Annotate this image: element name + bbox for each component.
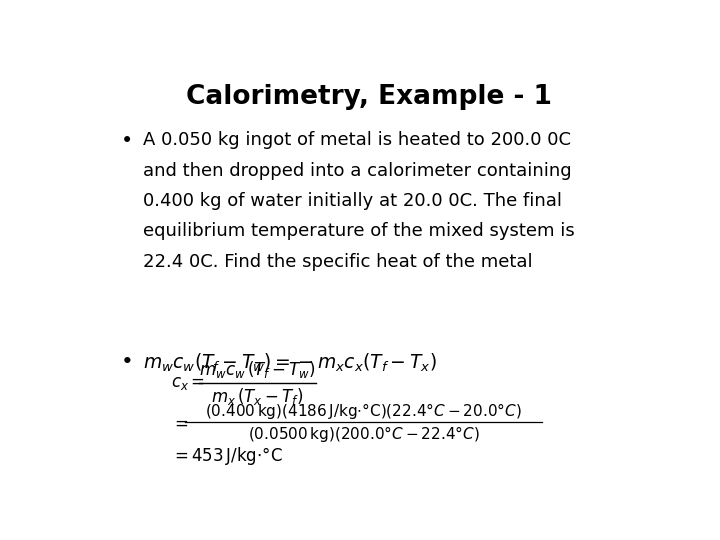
Text: equilibrium temperature of the mixed system is: equilibrium temperature of the mixed sys… <box>143 222 575 240</box>
Text: Calorimetry, Example - 1: Calorimetry, Example - 1 <box>186 84 552 110</box>
Text: $= 453\,\mathrm{J/kg{\cdot}°C}$: $= 453\,\mathrm{J/kg{\cdot}°C}$ <box>171 444 283 467</box>
Text: $=$: $=$ <box>171 414 188 431</box>
Text: A 0.050 kg ingot of metal is heated to 200.0 0C: A 0.050 kg ingot of metal is heated to 2… <box>143 131 571 150</box>
Text: $m_wc_w(T_f - T_w) = -m_xc_x(T_f - T_x)$: $m_wc_w(T_f - T_w) = -m_xc_x(T_f - T_x)$ <box>143 352 437 374</box>
Text: 22.4 0C. Find the specific heat of the metal: 22.4 0C. Find the specific heat of the m… <box>143 253 533 271</box>
Text: •: • <box>121 352 133 372</box>
Text: $(0.0500\,\mathrm{kg})(200.0°C - 22.4°C)$: $(0.0500\,\mathrm{kg})(200.0°C - 22.4°C)… <box>248 424 480 444</box>
Text: $c_x =$: $c_x =$ <box>171 374 204 392</box>
Text: $(0.400\,\mathrm{kg})(4186\,\mathrm{J/kg{\cdot}°C})(22.4°C - 20.0°C)$: $(0.400\,\mathrm{kg})(4186\,\mathrm{J/kg… <box>205 401 522 421</box>
Text: •: • <box>121 131 133 151</box>
Text: $m_wc_w\,(T_f - T_w)$: $m_wc_w\,(T_f - T_w)$ <box>199 359 316 380</box>
Text: $m_x\,(T_x - T_f)$: $m_x\,(T_x - T_f)$ <box>211 386 304 407</box>
Text: and then dropped into a calorimeter containing: and then dropped into a calorimeter cont… <box>143 161 572 180</box>
Text: 0.400 kg of water initially at 20.0 0C. The final: 0.400 kg of water initially at 20.0 0C. … <box>143 192 562 210</box>
